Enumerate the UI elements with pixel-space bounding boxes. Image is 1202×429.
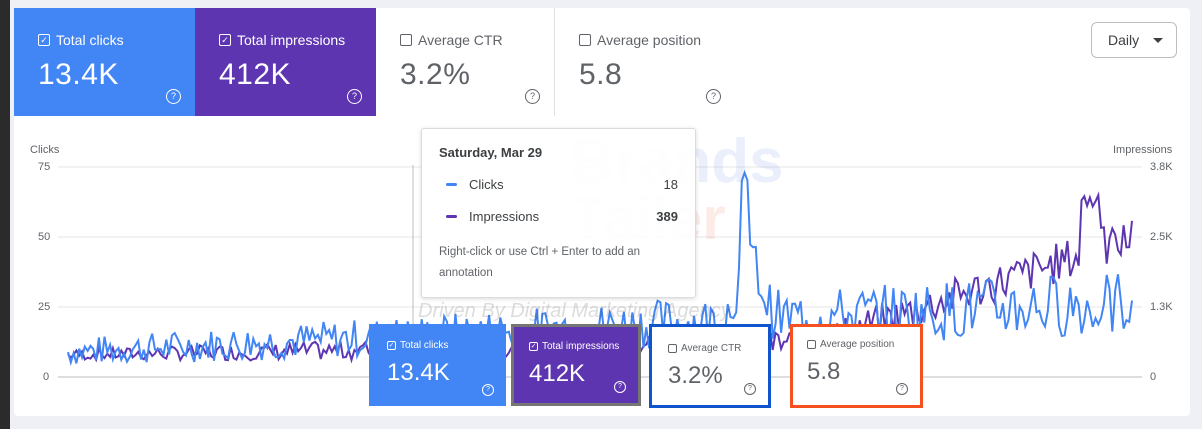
period-dropdown[interactable]: Daily: [1091, 22, 1177, 58]
metric-value: 5.8: [807, 358, 841, 385]
tooltip-row-impressions: Impressions 389: [439, 209, 678, 224]
metric-label: Total clicks: [400, 340, 449, 351]
metric-label: Total clicks: [56, 32, 124, 48]
right-tick-3.8k: 3.8K: [1150, 161, 1173, 173]
help-icon[interactable]: ?: [166, 89, 181, 104]
left-tick-25: 25: [38, 301, 51, 313]
metric-label: Average CTR: [418, 32, 503, 48]
metric-label: Average CTR: [681, 343, 742, 354]
metric-value: 412K: [529, 360, 586, 387]
left-axis-title: Clicks: [30, 144, 60, 156]
metric-label: Total impressions: [542, 341, 620, 352]
checkbox-checked-icon[interactable]: ✓: [219, 34, 231, 46]
help-icon[interactable]: ?: [706, 89, 721, 104]
highlight-card-total-clicks[interactable]: ✓ Total clicks 13.4K ?: [369, 324, 506, 406]
metric-card-average-position[interactable]: Average position 5.8 ?: [555, 8, 735, 116]
checkbox-checked-icon[interactable]: ✓: [38, 34, 50, 46]
metric-value: 3.2%: [668, 362, 723, 389]
help-icon[interactable]: ?: [744, 383, 756, 395]
checkbox-unchecked-icon[interactable]: [579, 34, 591, 46]
tooltip-row-value: 18: [663, 177, 678, 192]
metric-value: 13.4K: [387, 359, 450, 386]
help-icon[interactable]: ?: [482, 384, 494, 396]
right-tick-1.3k: 1.3K: [1150, 301, 1173, 313]
clicks-series-line: [67, 169, 1133, 367]
metric-label: Average position: [597, 32, 702, 48]
left-tick-50: 50: [38, 231, 51, 243]
metric-value: 412K: [219, 58, 292, 91]
highlight-card-average-position[interactable]: Average position 5.8 ?: [790, 324, 923, 408]
tooltip-row-name: Clicks: [469, 177, 504, 192]
right-tick-2.5k: 2.5K: [1150, 231, 1173, 243]
right-tick-0: 0: [1150, 371, 1157, 383]
left-tick-75: 75: [38, 161, 51, 173]
metric-value: 5.8: [579, 58, 623, 91]
dropdown-arrow-icon: [1153, 37, 1164, 43]
tooltip-row-name: Impressions: [469, 209, 540, 224]
metric-label: Total impressions: [237, 32, 346, 48]
metric-card-average-ctr[interactable]: Average CTR 3.2% ?: [376, 8, 555, 116]
metric-card-total-clicks[interactable]: ✓ Total clicks 13.4K ?: [14, 8, 195, 116]
highlight-card-average-ctr[interactable]: Average CTR 3.2% ?: [649, 324, 771, 408]
metric-card-total-impressions[interactable]: ✓ Total impressions 412K ?: [195, 8, 376, 116]
highlight-card-total-impressions[interactable]: ✓ Total impressions 412K ?: [511, 324, 641, 406]
metric-label: Average position: [820, 339, 895, 350]
help-icon[interactable]: ?: [896, 383, 908, 395]
clicks-legend-dash-icon: [446, 183, 457, 186]
left-tick-0: 0: [43, 371, 50, 383]
tooltip-date: Saturday, Mar 29: [439, 145, 543, 160]
tooltip-row-clicks: Clicks 18: [439, 177, 678, 192]
checkbox-checked-icon[interactable]: ✓: [387, 341, 396, 350]
right-axis-title: Impressions: [1113, 144, 1173, 156]
period-dropdown-value: Daily: [1108, 32, 1140, 48]
metric-value: 13.4K: [38, 58, 119, 91]
chart-tooltip: Saturday, Mar 29 Clicks 18 Impressions 3…: [421, 128, 696, 298]
help-icon[interactable]: ?: [614, 381, 626, 393]
checkbox-unchecked-icon[interactable]: [807, 340, 816, 349]
tooltip-row-value: 389: [656, 209, 678, 224]
checkbox-unchecked-icon[interactable]: [668, 344, 677, 353]
checkbox-unchecked-icon[interactable]: [400, 34, 412, 46]
help-icon[interactable]: ?: [347, 89, 362, 104]
metric-value: 3.2%: [400, 58, 471, 91]
checkbox-checked-icon[interactable]: ✓: [529, 342, 538, 351]
help-icon[interactable]: ?: [525, 89, 540, 104]
tooltip-annotation-hint: Right-click or use Ctrl + Enter to add a…: [439, 246, 641, 279]
impressions-legend-dash-icon: [446, 215, 457, 218]
